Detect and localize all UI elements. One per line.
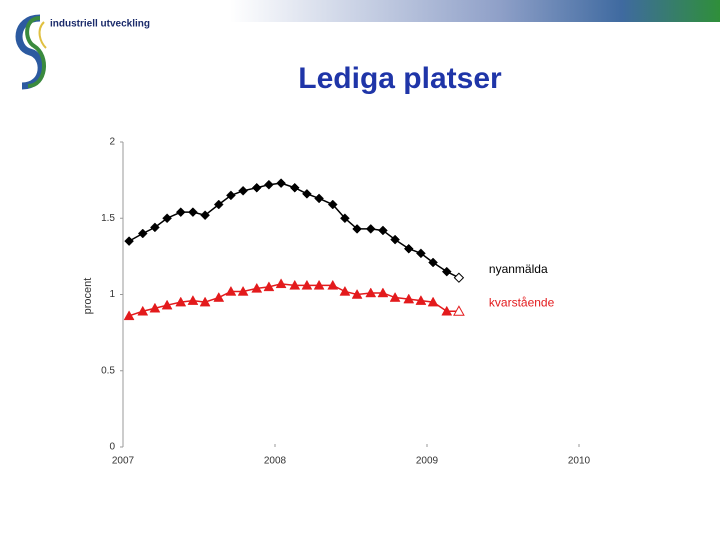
- marker: [378, 225, 388, 236]
- x-tick-label: 2008: [264, 456, 287, 467]
- marker: [327, 279, 339, 290]
- marker: [301, 279, 313, 290]
- marker: [453, 272, 465, 283]
- marker: [149, 302, 161, 313]
- marker: [124, 236, 134, 246]
- marker: [237, 285, 249, 296]
- marker: [365, 287, 377, 298]
- marker: [428, 257, 438, 268]
- marker: [199, 296, 211, 307]
- logo-mark: [15, 14, 45, 90]
- marker: [327, 199, 338, 210]
- marker: [276, 178, 286, 189]
- marker: [390, 234, 400, 245]
- y-tick-label: 1.5: [101, 213, 115, 224]
- chart-title: Lediga platser: [298, 62, 502, 95]
- marker: [161, 299, 173, 310]
- marker: [289, 279, 301, 290]
- x-tick-label: 2010: [568, 456, 591, 467]
- marker: [441, 266, 452, 277]
- marker: [403, 243, 414, 254]
- logo-text: industriell utveckling: [50, 19, 150, 30]
- marker: [427, 296, 439, 307]
- marker: [351, 288, 363, 299]
- y-tick-label: 0.5: [101, 365, 115, 376]
- y-tick-label: 2: [109, 137, 115, 148]
- marker: [150, 222, 160, 233]
- marker: [289, 182, 300, 193]
- marker: [251, 282, 263, 293]
- marker: [226, 190, 236, 201]
- marker: [313, 279, 325, 290]
- marker: [175, 296, 187, 307]
- marker: [441, 305, 453, 316]
- marker: [314, 193, 324, 204]
- marker: [416, 248, 426, 259]
- logo-mark: [25, 16, 47, 88]
- header-band: [230, 0, 720, 22]
- marker: [188, 207, 198, 218]
- marker: [238, 185, 248, 196]
- marker: [200, 210, 210, 221]
- marker: [213, 292, 225, 302]
- marker: [137, 305, 149, 316]
- marker: [162, 213, 172, 224]
- y-tick-label: 1: [109, 289, 115, 300]
- series-label: nyanmälda: [489, 262, 548, 276]
- marker: [225, 285, 237, 296]
- marker: [403, 293, 415, 304]
- marker: [302, 188, 312, 199]
- marker: [352, 224, 362, 234]
- marker: [415, 295, 427, 305]
- y-axis-label: procent: [82, 278, 94, 315]
- marker: [340, 213, 350, 224]
- logo-mark: [38, 21, 47, 49]
- series-line: [128, 182, 460, 279]
- marker: [175, 207, 186, 218]
- marker: [137, 228, 148, 239]
- marker: [365, 224, 376, 234]
- marker: [453, 305, 465, 316]
- logo: industriell utveckling: [15, 14, 150, 90]
- marker: [339, 285, 351, 296]
- marker: [187, 295, 199, 305]
- marker: [389, 292, 401, 302]
- marker: [213, 199, 224, 210]
- marker: [251, 182, 262, 193]
- marker: [123, 310, 135, 321]
- marker: [377, 287, 389, 298]
- marker: [264, 179, 274, 190]
- x-tick-label: 2009: [416, 456, 439, 467]
- marker: [263, 281, 275, 292]
- marker: [275, 278, 287, 289]
- y-tick-label: 0: [109, 442, 115, 453]
- x-tick-label: 2007: [112, 456, 135, 467]
- series-label: kvarstående: [489, 295, 555, 309]
